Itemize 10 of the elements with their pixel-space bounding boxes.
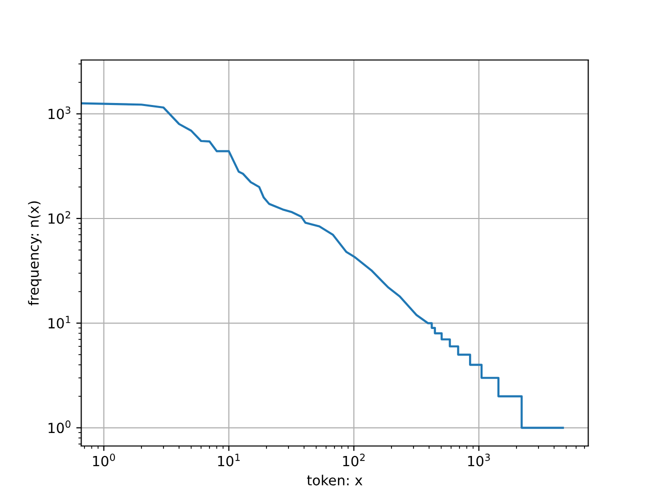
y-tick-label: 10$^{1}$	[48, 316, 70, 329]
y-tick-label: 10$^{2}$	[48, 211, 70, 224]
x-tick-label: 10$^{2}$	[343, 454, 365, 466]
x-tick-label: 10$^{0}$	[93, 454, 115, 466]
x-axis-title: token: x	[307, 474, 362, 486]
y-axis-title: frequency: n(x)	[28, 201, 42, 306]
y-tick-label: 10$^{3}$	[48, 106, 70, 120]
x-tick-label: 10$^{1}$	[218, 454, 240, 466]
x-tick-label: 10$^{3}$	[468, 454, 490, 466]
y-tick-label: 10$^{0}$	[48, 420, 70, 434]
